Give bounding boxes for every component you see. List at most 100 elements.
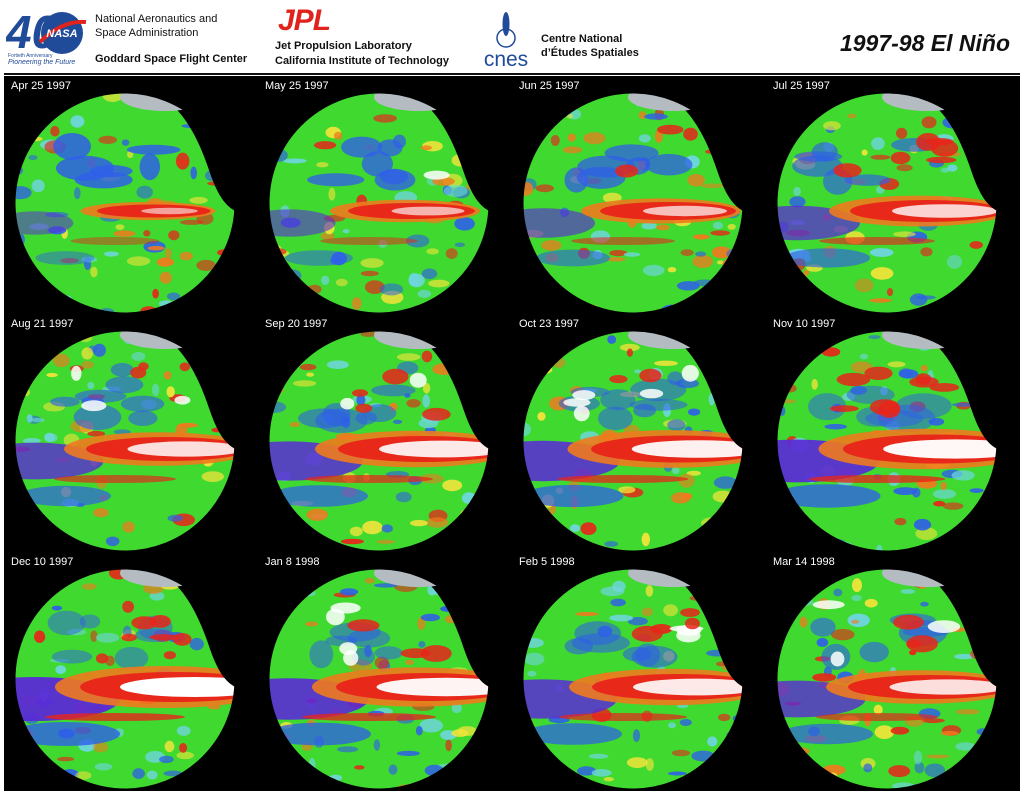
north-pacific-warm-patch (326, 608, 345, 626)
anomaly-patch (28, 155, 38, 161)
anomaly-patch (824, 423, 847, 430)
anomaly-patch (220, 520, 235, 532)
anomaly-patch (352, 297, 362, 310)
anomaly-patch (316, 162, 329, 168)
anomaly-patch (26, 775, 49, 788)
anomaly-patch (893, 231, 916, 237)
anomaly-patch (812, 673, 837, 682)
western-pacific-cool-pool (777, 205, 860, 241)
australia-land (777, 511, 799, 551)
anomaly-patch (609, 614, 634, 622)
anomaly-patch (564, 538, 587, 550)
north-pacific-warm-patch (812, 600, 845, 610)
anomaly-patch (115, 224, 125, 231)
north-pacific-warm-patch (683, 127, 698, 141)
anomaly-patch (969, 116, 988, 122)
anomaly-patch (654, 130, 663, 143)
anomaly-patch (523, 771, 533, 784)
anomaly-patch (612, 580, 626, 592)
anomaly-patch (632, 729, 641, 742)
anomaly-patch (727, 223, 736, 230)
anomaly-patch (955, 709, 980, 715)
anomaly-patch (422, 394, 430, 408)
anomaly-patch (680, 249, 694, 256)
anomaly-patch (626, 348, 633, 357)
north-pacific-warm-patch (174, 395, 191, 405)
anomaly-patch (811, 378, 818, 390)
globe-map (14, 568, 236, 790)
anomaly-patch (969, 488, 984, 493)
anomaly-patch (946, 255, 963, 269)
equatorial-peak-anomaly (379, 440, 489, 458)
anomaly-patch (566, 114, 574, 119)
anomaly-patch (463, 366, 483, 372)
anomaly-patch (415, 725, 423, 736)
cnes-rocket-icon (502, 12, 510, 36)
anomaly-patch (454, 242, 466, 248)
anomaly-patch (654, 360, 678, 366)
north-pacific-warm-patch (179, 362, 191, 372)
western-pacific-cool-pool (523, 208, 595, 238)
southern-warm-streak (305, 475, 433, 483)
anomaly-patch (437, 783, 449, 789)
anomaly-patch (396, 353, 421, 361)
anomaly-patch (152, 288, 159, 299)
anomaly-patch (861, 149, 868, 156)
anomaly-patch (136, 185, 153, 199)
anomaly-patch (871, 137, 885, 150)
anomaly-patch (395, 491, 412, 503)
anomaly-patch (360, 270, 379, 277)
cool-anomaly (374, 646, 403, 660)
anomaly-patch (93, 741, 109, 753)
anomaly-patch (933, 489, 956, 499)
anomaly-patch (179, 251, 193, 261)
anomaly-patch (15, 761, 26, 775)
nasa-name-line1: National Aeronautics and (95, 13, 218, 25)
anomaly-patch (944, 333, 959, 344)
anomaly-patch (53, 353, 70, 368)
anomaly-patch (419, 93, 433, 96)
anomaly-patch (718, 713, 731, 722)
nasa-swoosh-icon (38, 19, 87, 44)
jpl-name-line2: California Institute of Technology (275, 55, 449, 67)
north-pacific-warm-patch (382, 368, 409, 385)
anomaly-patch (940, 167, 950, 173)
anomaly-patch (777, 372, 796, 383)
anomaly-patch (168, 230, 180, 241)
anomaly-patch (90, 630, 98, 642)
anomaly-patch (451, 578, 467, 586)
cool-anomaly (114, 646, 149, 670)
anomaly-patch (189, 637, 204, 651)
southern-cool-band (35, 251, 95, 265)
anomaly-patch (420, 613, 440, 622)
globe-map (776, 330, 998, 552)
anomaly-patch (46, 372, 58, 378)
anomaly-patch (523, 615, 535, 627)
anomaly-patch (523, 588, 533, 601)
north-pacific-warm-patch (926, 156, 957, 164)
anomaly-patch (194, 303, 217, 309)
southern-cool-band (15, 722, 120, 746)
arctic-ice (628, 331, 718, 349)
sea-level-anomaly-field (269, 569, 489, 789)
anomaly-patch (376, 539, 396, 544)
anomaly-patch (851, 619, 860, 624)
anomaly-patch (864, 598, 878, 608)
anomaly-patch (306, 372, 315, 377)
australia-land (15, 273, 37, 313)
anomaly-patch (178, 422, 198, 428)
cool-anomaly (808, 393, 847, 421)
north-pacific-warm-patch (121, 633, 137, 642)
anomaly-patch (823, 121, 841, 131)
anomaly-patch (736, 118, 743, 132)
anomaly-patch (294, 288, 304, 301)
anomaly-patch (121, 139, 130, 146)
anomaly-patch (920, 601, 929, 607)
anomaly-patch (952, 402, 975, 407)
anomaly-patch (53, 295, 72, 302)
anomaly-patch (442, 479, 463, 492)
anomaly-patch (523, 637, 544, 648)
australia-land (777, 749, 799, 789)
anomaly-patch (445, 530, 463, 541)
equatorial-peak-anomaly (127, 441, 235, 457)
